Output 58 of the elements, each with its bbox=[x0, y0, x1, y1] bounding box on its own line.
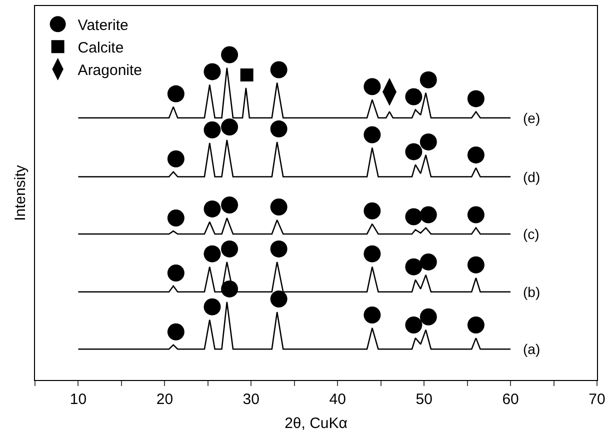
point bbox=[420, 253, 437, 270]
point bbox=[167, 210, 184, 227]
x-tick-label: 60 bbox=[502, 391, 519, 408]
point bbox=[204, 200, 221, 218]
point bbox=[420, 206, 437, 224]
point bbox=[467, 256, 484, 274]
x-tick-label: 30 bbox=[242, 391, 260, 408]
point bbox=[270, 120, 288, 138]
point bbox=[167, 85, 184, 102]
point bbox=[270, 61, 288, 78]
point bbox=[467, 146, 484, 164]
point bbox=[467, 206, 484, 224]
point bbox=[221, 240, 238, 258]
point bbox=[240, 68, 254, 82]
point bbox=[420, 71, 437, 88]
point bbox=[221, 46, 238, 64]
point bbox=[167, 150, 184, 168]
point bbox=[270, 240, 288, 258]
y-axis-title: Intensity bbox=[12, 164, 30, 221]
point bbox=[405, 143, 422, 160]
point bbox=[420, 133, 437, 150]
x-tick-label: 70 bbox=[588, 391, 606, 408]
x-tick-label: 50 bbox=[416, 391, 432, 408]
point bbox=[420, 308, 437, 326]
point bbox=[221, 280, 238, 298]
point bbox=[405, 316, 422, 334]
point bbox=[364, 306, 381, 324]
point bbox=[221, 118, 238, 136]
point bbox=[204, 121, 221, 138]
point bbox=[364, 78, 381, 96]
point bbox=[270, 290, 288, 308]
legend-label: Vaterite bbox=[78, 16, 128, 34]
point bbox=[364, 126, 381, 144]
x-tick-label: 40 bbox=[329, 391, 346, 408]
point bbox=[405, 258, 422, 276]
point bbox=[204, 245, 221, 262]
point bbox=[270, 198, 288, 216]
point bbox=[405, 208, 422, 226]
point bbox=[467, 90, 484, 108]
series-label: (b) bbox=[523, 284, 540, 300]
x-tick-label: 10 bbox=[70, 391, 87, 408]
legend-label: Calcite bbox=[78, 39, 124, 56]
point bbox=[221, 196, 238, 214]
series-label: (c) bbox=[523, 226, 540, 242]
point bbox=[364, 202, 381, 220]
point bbox=[364, 245, 381, 262]
point bbox=[405, 88, 422, 106]
series-label: (d) bbox=[523, 169, 540, 185]
point bbox=[204, 298, 221, 316]
x-axis-title: 2θ, CuKα bbox=[284, 415, 348, 432]
x-tick-label: 20 bbox=[156, 391, 174, 408]
series-label: (a) bbox=[523, 341, 540, 357]
point bbox=[204, 63, 221, 80]
point bbox=[167, 264, 184, 282]
point bbox=[467, 316, 484, 334]
point bbox=[167, 323, 184, 340]
series-label: (e) bbox=[523, 110, 540, 126]
legend-label: Aragonite bbox=[78, 62, 142, 79]
